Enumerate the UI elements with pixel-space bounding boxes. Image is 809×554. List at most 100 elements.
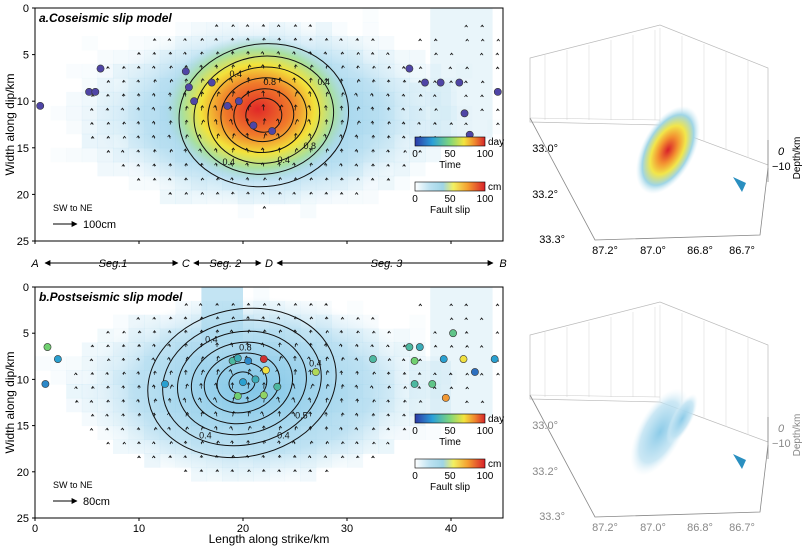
y-tick-label: 20	[17, 189, 29, 201]
contour-label: 0.4	[223, 157, 236, 167]
slip-cell	[378, 36, 394, 51]
y-axis-label: Width along dip/km	[3, 73, 17, 175]
depth-tick-label: −10	[772, 438, 791, 450]
aftershock	[421, 79, 428, 86]
aftershock	[460, 355, 467, 362]
aftershock	[191, 98, 198, 105]
contour-label: 0.4	[205, 335, 218, 345]
segment-label: Seg.1	[99, 258, 128, 270]
aftershock	[429, 380, 436, 387]
aftershock	[97, 65, 104, 72]
direction-label: SW to NE	[53, 480, 93, 490]
segment-point-label: B	[499, 258, 506, 270]
slip-colorbar	[415, 459, 485, 468]
segment-label: Seg. 3	[371, 258, 404, 270]
aftershock	[449, 330, 456, 337]
3d-slip-patch	[623, 95, 714, 204]
lat-tick-label: 33.3°	[539, 511, 565, 523]
aftershock	[312, 368, 319, 375]
slip-cell	[66, 64, 82, 79]
slip-cell	[97, 162, 113, 177]
lat-tick-label: 33.0°	[532, 420, 558, 432]
time-tick: 100	[477, 426, 494, 437]
y-tick-label: 0	[23, 282, 29, 294]
aftershock	[234, 355, 241, 362]
slip-tick: 50	[444, 471, 456, 482]
slip-cell	[51, 148, 67, 163]
contour-label: 0.4	[277, 431, 290, 441]
slip-tick: 50	[444, 194, 456, 205]
aftershock	[411, 357, 418, 364]
slip-cell	[35, 356, 51, 370]
slip-cell	[97, 50, 113, 65]
reference-arrow-label: 80cm	[83, 496, 110, 508]
x-tick-label: 40	[445, 523, 457, 535]
aftershock	[274, 383, 281, 390]
slip-cell	[82, 134, 98, 149]
reference-arrow-label: 100cm	[83, 219, 116, 231]
aftershock	[440, 355, 447, 362]
lat-tick-label: 33.2°	[532, 466, 558, 478]
slip-colorbar	[415, 182, 485, 191]
slip-cell	[66, 398, 82, 412]
depth-axis-label: Depth/km	[792, 414, 803, 457]
slip-cell	[66, 384, 82, 398]
lon-tick-label: 86.8°	[687, 522, 713, 534]
3d-grid	[530, 395, 660, 397]
lon-tick-label: 87.0°	[640, 245, 666, 257]
aftershock	[442, 394, 449, 401]
slip-cell	[409, 315, 425, 329]
aftershock	[252, 376, 259, 383]
aftershock	[161, 380, 168, 387]
panel-title: a.Coseismic slip model	[39, 11, 172, 25]
time-legend-title: Time	[439, 437, 461, 448]
aftershock	[437, 79, 444, 86]
slip-cell	[66, 120, 82, 135]
aftershock	[208, 79, 215, 86]
aftershock	[416, 343, 423, 350]
aftershock	[269, 127, 276, 134]
slip-hot-core	[163, 35, 353, 183]
aftershock	[456, 79, 463, 86]
aftershock	[239, 379, 246, 386]
north-arrow-icon	[733, 177, 746, 192]
lon-tick-label: 86.8°	[687, 245, 713, 257]
slip-tick: 100	[477, 471, 494, 482]
slip-legend-title: Fault slip	[430, 482, 470, 493]
lon-tick-label: 86.7°	[729, 245, 755, 257]
aftershock	[260, 355, 267, 362]
contour-label: 0.4	[318, 77, 331, 87]
slip-cell	[82, 148, 98, 163]
depth-tick-label: 0	[778, 423, 785, 435]
y-axis-label: Width along dip/km	[3, 351, 17, 453]
slip-cell	[409, 162, 425, 177]
time-tick: 50	[444, 426, 456, 437]
slip-cell	[66, 92, 82, 107]
aftershock	[250, 122, 257, 129]
slip-cell	[363, 190, 379, 205]
aftershock	[235, 98, 242, 105]
aftershock	[234, 392, 241, 399]
contour-label: 0.4	[309, 359, 322, 369]
3d-grid	[530, 118, 660, 120]
aftershock	[406, 343, 413, 350]
slip-cell	[394, 176, 410, 191]
y-tick-label: 15	[17, 421, 29, 433]
slip-cell	[409, 50, 425, 65]
y-tick-label: 10	[17, 374, 29, 386]
segment-label: Seg. 2	[209, 258, 241, 270]
x-tick-label: 30	[341, 523, 353, 535]
north-arrow-icon	[733, 454, 746, 469]
slip-cell	[66, 356, 82, 370]
y-tick-label: 10	[17, 96, 29, 108]
time-colorbar	[415, 137, 485, 146]
aftershock	[494, 88, 501, 95]
aftershock	[245, 357, 252, 364]
slip-cell	[363, 8, 379, 23]
contour-label: 0.5	[295, 411, 308, 421]
slip-vector-head	[90, 428, 93, 430]
x-tick-label: 10	[133, 523, 145, 535]
